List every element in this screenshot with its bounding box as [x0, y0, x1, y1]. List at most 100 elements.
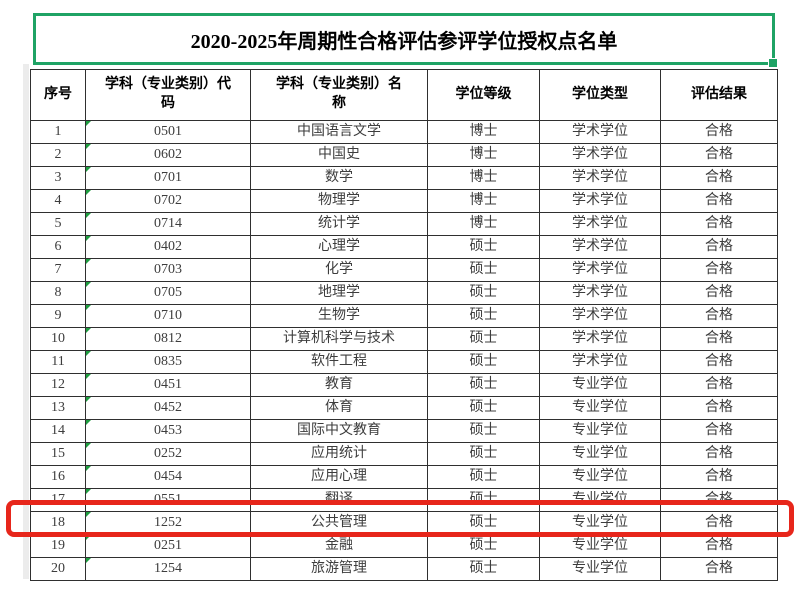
cell-code[interactable]: 1252: [85, 511, 251, 535]
cell-degree-type[interactable]: 专业学位: [539, 557, 661, 581]
cell-degree-level[interactable]: 硕士: [427, 258, 540, 282]
cell-result[interactable]: 合格: [660, 534, 778, 558]
cell-degree-level[interactable]: 博士: [427, 166, 540, 190]
cell-degree-type[interactable]: 学术学位: [539, 189, 661, 213]
selection-fill-handle[interactable]: [768, 58, 778, 68]
cell-serial-no[interactable]: 12: [30, 373, 86, 397]
cell-code[interactable]: 0251: [85, 534, 251, 558]
cell-degree-type[interactable]: 学术学位: [539, 166, 661, 190]
cell-degree-level[interactable]: 博士: [427, 212, 540, 236]
cell-serial-no[interactable]: 7: [30, 258, 86, 282]
cell-degree-level[interactable]: 硕士: [427, 304, 540, 328]
cell-degree-type[interactable]: 学术学位: [539, 258, 661, 282]
header-code[interactable]: 学科（专业类别）代码: [85, 69, 251, 121]
cell-degree-level[interactable]: 硕士: [427, 534, 540, 558]
cell-result[interactable]: 合格: [660, 281, 778, 305]
cell-name[interactable]: 公共管理: [250, 511, 428, 535]
cell-degree-type[interactable]: 专业学位: [539, 465, 661, 489]
cell-degree-type[interactable]: 专业学位: [539, 419, 661, 443]
cell-degree-type[interactable]: 专业学位: [539, 488, 661, 512]
cell-serial-no[interactable]: 19: [30, 534, 86, 558]
cell-degree-level[interactable]: 硕士: [427, 442, 540, 466]
cell-serial-no[interactable]: 9: [30, 304, 86, 328]
cell-name[interactable]: 生物学: [250, 304, 428, 328]
cell-serial-no[interactable]: 13: [30, 396, 86, 420]
cell-code[interactable]: 0501: [85, 120, 251, 144]
cell-code[interactable]: 0835: [85, 350, 251, 374]
cell-name[interactable]: 化学: [250, 258, 428, 282]
cell-serial-no[interactable]: 5: [30, 212, 86, 236]
cell-name[interactable]: 体育: [250, 396, 428, 420]
cell-degree-level[interactable]: 硕士: [427, 373, 540, 397]
cell-name[interactable]: 金融: [250, 534, 428, 558]
cell-code[interactable]: 0701: [85, 166, 251, 190]
cell-name[interactable]: 统计学: [250, 212, 428, 236]
cell-serial-no[interactable]: 20: [30, 557, 86, 581]
cell-result[interactable]: 合格: [660, 419, 778, 443]
cell-degree-level[interactable]: 硕士: [427, 511, 540, 535]
cell-code[interactable]: 0454: [85, 465, 251, 489]
cell-code[interactable]: 0551: [85, 488, 251, 512]
cell-degree-level[interactable]: 硕士: [427, 419, 540, 443]
cell-result[interactable]: 合格: [660, 327, 778, 351]
cell-degree-type[interactable]: 学术学位: [539, 350, 661, 374]
cell-result[interactable]: 合格: [660, 143, 778, 167]
cell-code[interactable]: 0705: [85, 281, 251, 305]
cell-code[interactable]: 0452: [85, 396, 251, 420]
cell-result[interactable]: 合格: [660, 350, 778, 374]
cell-code[interactable]: 0702: [85, 189, 251, 213]
cell-serial-no[interactable]: 14: [30, 419, 86, 443]
cell-degree-level[interactable]: 硕士: [427, 235, 540, 259]
header-serial-no[interactable]: 序号: [30, 69, 86, 121]
cell-result[interactable]: 合格: [660, 373, 778, 397]
cell-degree-type[interactable]: 专业学位: [539, 373, 661, 397]
cell-degree-type[interactable]: 学术学位: [539, 304, 661, 328]
cell-degree-level[interactable]: 博士: [427, 120, 540, 144]
cell-degree-type[interactable]: 专业学位: [539, 442, 661, 466]
cell-code[interactable]: 0252: [85, 442, 251, 466]
cell-serial-no[interactable]: 2: [30, 143, 86, 167]
cell-degree-type[interactable]: 学术学位: [539, 327, 661, 351]
cell-degree-level[interactable]: 硕士: [427, 488, 540, 512]
cell-serial-no[interactable]: 11: [30, 350, 86, 374]
cell-name[interactable]: 旅游管理: [250, 557, 428, 581]
cell-degree-type[interactable]: 学术学位: [539, 143, 661, 167]
cell-name[interactable]: 应用心理: [250, 465, 428, 489]
cell-name[interactable]: 计算机科学与技术: [250, 327, 428, 351]
cell-result[interactable]: 合格: [660, 488, 778, 512]
cell-result[interactable]: 合格: [660, 189, 778, 213]
cell-serial-no[interactable]: 1: [30, 120, 86, 144]
cell-code[interactable]: 0453: [85, 419, 251, 443]
cell-result[interactable]: 合格: [660, 396, 778, 420]
cell-name[interactable]: 翻译: [250, 488, 428, 512]
cell-serial-no[interactable]: 3: [30, 166, 86, 190]
header-degree-type[interactable]: 学位类型: [539, 69, 661, 121]
cell-code[interactable]: 0451: [85, 373, 251, 397]
header-result[interactable]: 评估结果: [660, 69, 778, 121]
cell-serial-no[interactable]: 6: [30, 235, 86, 259]
cell-result[interactable]: 合格: [660, 258, 778, 282]
cell-name[interactable]: 心理学: [250, 235, 428, 259]
cell-serial-no[interactable]: 16: [30, 465, 86, 489]
cell-name[interactable]: 软件工程: [250, 350, 428, 374]
cell-name[interactable]: 数学: [250, 166, 428, 190]
cell-degree-type[interactable]: 学术学位: [539, 235, 661, 259]
cell-code[interactable]: 0710: [85, 304, 251, 328]
cell-result[interactable]: 合格: [660, 511, 778, 535]
cell-degree-level[interactable]: 硕士: [427, 350, 540, 374]
cell-result[interactable]: 合格: [660, 304, 778, 328]
cell-code[interactable]: 0714: [85, 212, 251, 236]
cell-code[interactable]: 0402: [85, 235, 251, 259]
cell-degree-level[interactable]: 博士: [427, 189, 540, 213]
cell-result[interactable]: 合格: [660, 166, 778, 190]
cell-name[interactable]: 中国史: [250, 143, 428, 167]
cell-code[interactable]: 0812: [85, 327, 251, 351]
cell-degree-type[interactable]: 专业学位: [539, 534, 661, 558]
cell-degree-type[interactable]: 专业学位: [539, 511, 661, 535]
cell-degree-level[interactable]: 硕士: [427, 327, 540, 351]
cell-name[interactable]: 中国语言文学: [250, 120, 428, 144]
cell-degree-level[interactable]: 硕士: [427, 557, 540, 581]
cell-name[interactable]: 物理学: [250, 189, 428, 213]
cell-result[interactable]: 合格: [660, 465, 778, 489]
cell-serial-no[interactable]: 4: [30, 189, 86, 213]
